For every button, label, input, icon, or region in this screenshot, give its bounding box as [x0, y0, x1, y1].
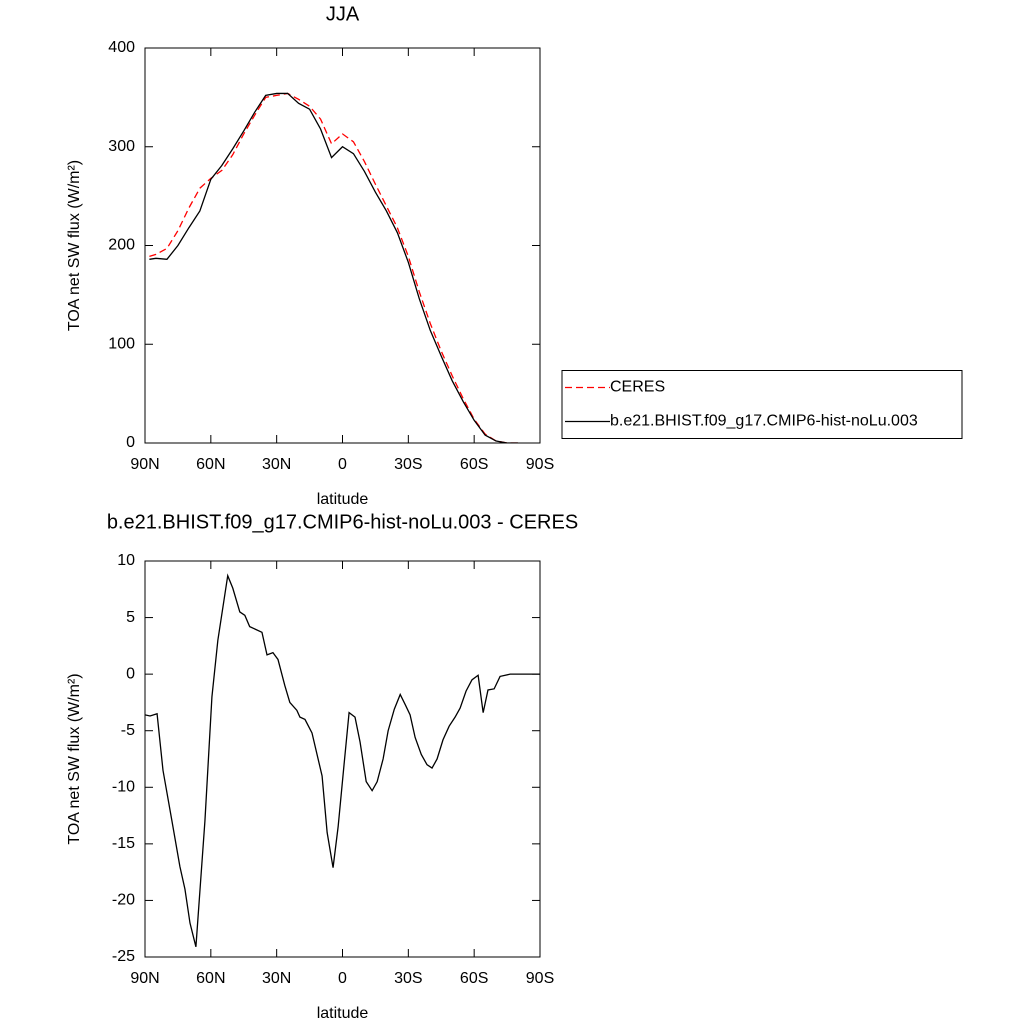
- x-axis-label: latitude: [317, 491, 369, 508]
- x-tick-label: 0: [338, 970, 347, 987]
- y-tick-label: -10: [112, 779, 135, 796]
- y-tick-label: 10: [117, 552, 135, 569]
- y-tick-label: 200: [108, 237, 135, 254]
- plot-frame: [144, 47, 541, 444]
- x-tick-label: 60S: [460, 970, 488, 987]
- series-line: [145, 573, 540, 947]
- x-tick-label: 60S: [460, 456, 488, 473]
- chart-title: b.e21.BHIST.f09_g17.CMIP6-hist-noLu.003 …: [107, 511, 578, 533]
- series-line: [149, 92, 519, 443]
- y-tick-label: -20: [112, 892, 135, 909]
- series-line: [149, 92, 519, 443]
- y-tick-label: -5: [121, 722, 135, 739]
- x-axis-label: latitude: [317, 1005, 369, 1022]
- legend-label: b.e21.BHIST.f09_g17.CMIP6-hist-noLu.003: [610, 413, 918, 430]
- y-tick-label: -25: [112, 948, 135, 965]
- x-tick-label: 90N: [130, 456, 159, 473]
- x-tick-label: 30S: [394, 970, 422, 987]
- y-tick-label: 0: [126, 434, 135, 451]
- y-tick-label: 400: [108, 39, 135, 56]
- plot-frame: [144, 560, 541, 958]
- x-tick-label: 90N: [130, 970, 159, 987]
- y-tick-label: 5: [126, 609, 135, 626]
- x-tick-label: 0: [338, 456, 347, 473]
- x-tick-label: 30N: [262, 456, 291, 473]
- legend-label: CERES: [610, 379, 665, 396]
- y-tick-label: 0: [126, 665, 135, 682]
- y-tick-label: 300: [108, 138, 135, 155]
- x-tick-label: 90S: [526, 456, 554, 473]
- x-tick-label: 30S: [394, 456, 422, 473]
- x-tick-label: 30N: [262, 970, 291, 987]
- x-tick-label: 60N: [196, 456, 225, 473]
- legend-box: [561, 370, 963, 439]
- y-tick-label: 100: [108, 335, 135, 352]
- x-tick-label: 60N: [196, 970, 225, 987]
- y-tick-label: -15: [112, 835, 135, 852]
- y-axis-label: TOA net SW flux (W/m²): [66, 673, 83, 844]
- chart-title: JJA: [326, 3, 360, 25]
- y-axis-label: TOA net SW flux (W/m²): [66, 160, 83, 331]
- x-tick-label: 90S: [526, 970, 554, 987]
